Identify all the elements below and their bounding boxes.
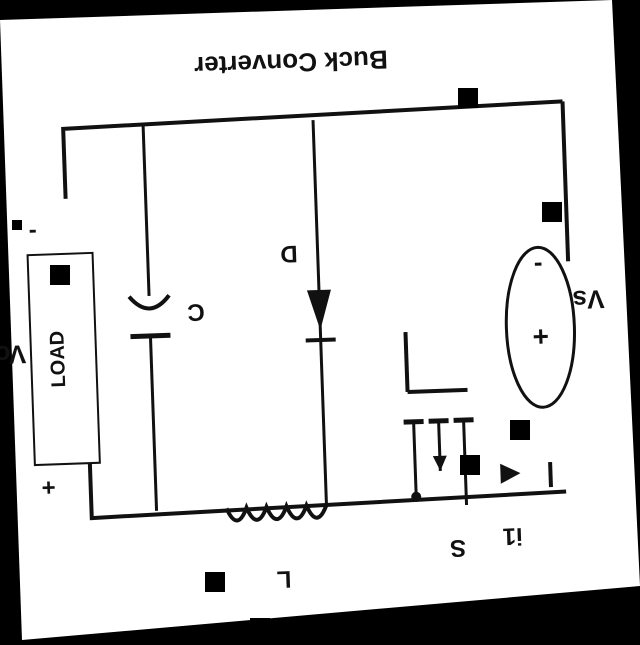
noise-square (250, 618, 270, 638)
wire-bottom (87, 463, 567, 521)
noise-square (460, 455, 480, 475)
source-plus-sign: + (532, 321, 549, 353)
diagram: Buck Converter + - Vs D C LOAD Vo + - L (0, 44, 605, 592)
inductor-label: L (276, 565, 292, 592)
noise-square (205, 572, 225, 592)
current-label: i1 (502, 522, 523, 550)
noise-square (50, 265, 70, 285)
current-arrow (500, 463, 521, 484)
capacitor-label: C (187, 298, 205, 326)
diode-label: D (280, 240, 298, 268)
noise-square (458, 88, 478, 108)
wire-left-bottom (548, 461, 553, 488)
source-label: Vs (572, 284, 605, 315)
wire-left-top (560, 101, 571, 262)
load-box (26, 251, 101, 467)
switch-arrow (432, 455, 447, 471)
output-plus-sign: + (41, 473, 56, 500)
noise-square (542, 202, 562, 222)
load-label: LOAD (46, 330, 70, 387)
diagram-title: Buck Converter (194, 44, 389, 81)
switch-label: S (450, 534, 467, 562)
output-minus-sign: - (28, 219, 37, 246)
capacitor-wire-top (141, 126, 151, 297)
switch-gate (407, 387, 468, 394)
noise-square (12, 220, 22, 230)
output-label: Vo (0, 339, 27, 370)
switch-lead-3 (412, 421, 418, 502)
capacitor-curved-plate (127, 294, 171, 311)
switch-gate-lead (403, 331, 410, 393)
capacitor-plate (130, 332, 171, 340)
switch-channel-3 (403, 418, 424, 425)
source-minus-sign: - (533, 251, 543, 281)
noise-square (510, 420, 530, 440)
diode-triangle (306, 289, 331, 330)
diode-bar (305, 337, 336, 343)
wire-top (61, 99, 563, 199)
inductor-coil (224, 500, 329, 523)
capacitor-wire-bottom (148, 335, 159, 511)
voltage-source (504, 245, 576, 409)
switch-node (411, 491, 422, 502)
